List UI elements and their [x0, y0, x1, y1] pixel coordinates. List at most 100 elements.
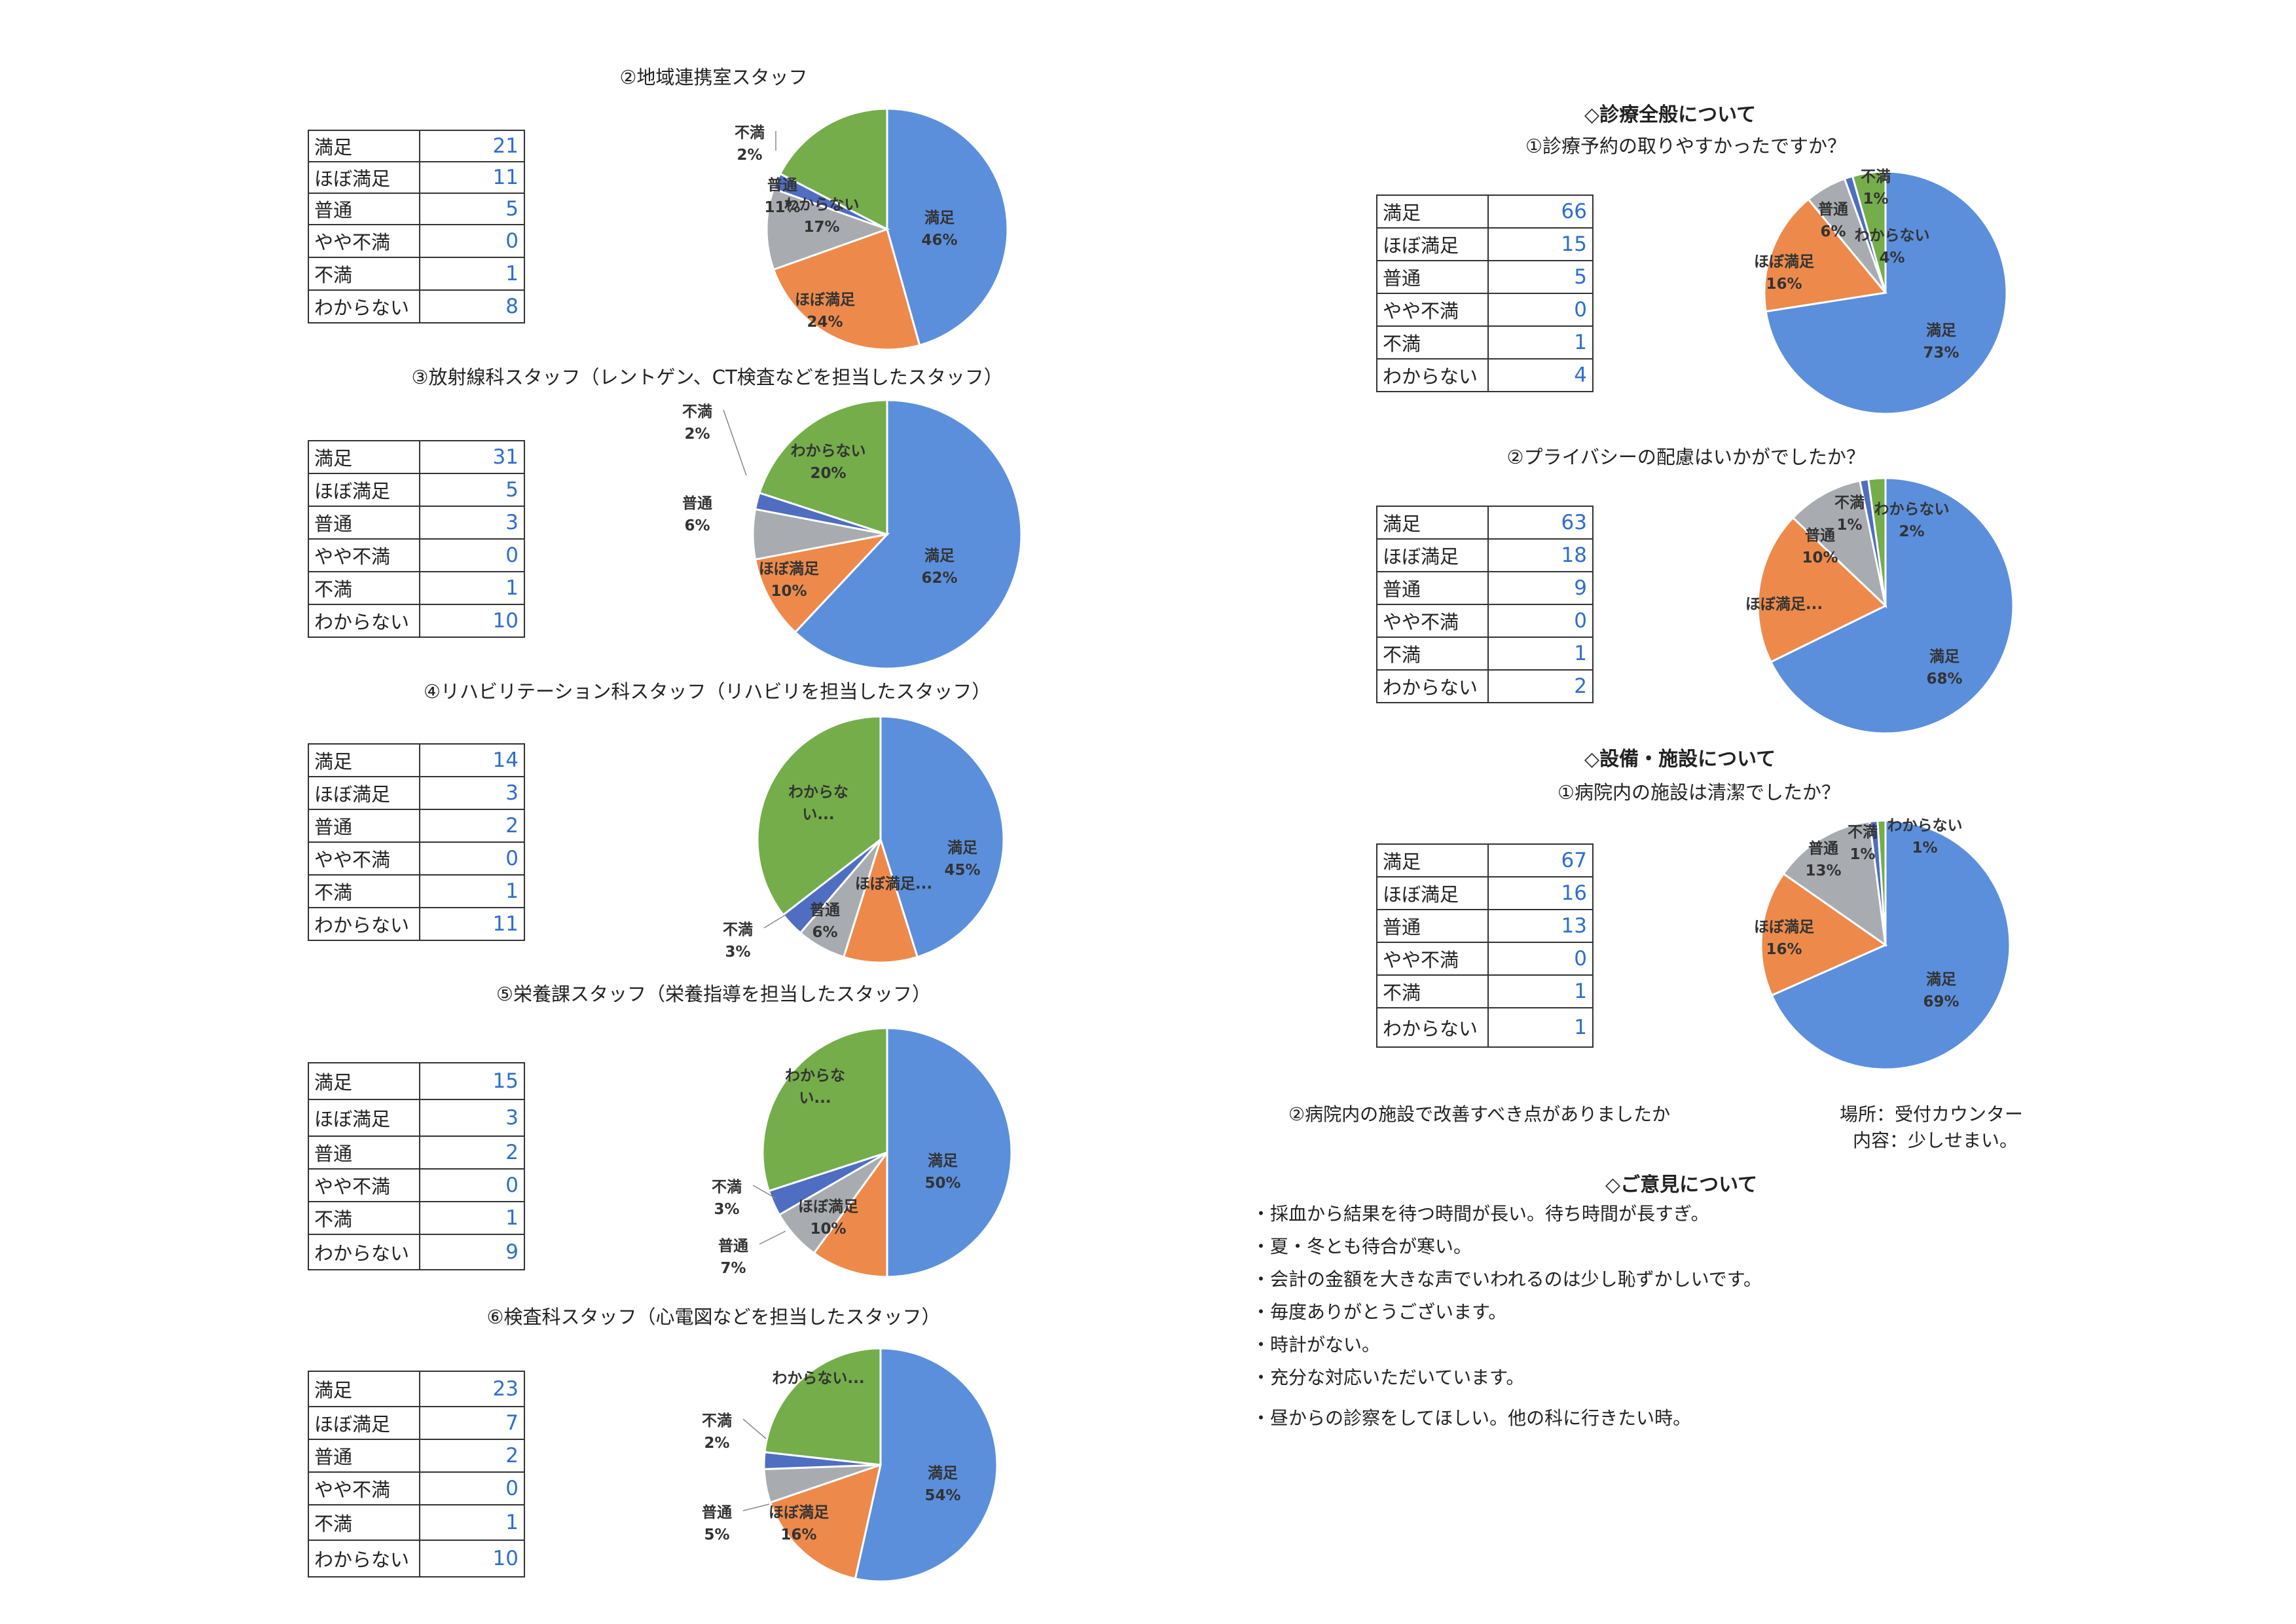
table-row: ほぼ満足 3: [308, 776, 525, 810]
category-cell: 普通: [308, 506, 420, 540]
slice-label-normal: 普通 7%: [718, 1237, 748, 1277]
table-row: ほぼ満足 5: [308, 473, 525, 507]
category-cell: 不満: [308, 571, 420, 605]
count-cell: 21: [419, 130, 525, 162]
table-row: ほぼ満足 18: [1376, 538, 1594, 572]
count-cell: 1: [419, 1201, 525, 1235]
comment-item: ・充分な対応いただいています。: [1252, 1367, 1525, 1388]
pie-slice-satisfied: [886, 1027, 1013, 1278]
slice-label-unsatisfied: 不満 2%: [702, 1412, 732, 1452]
category-cell: わからない: [1376, 1007, 1489, 1048]
count-cell: 2: [419, 809, 525, 843]
count-cell: 2: [1487, 669, 1594, 703]
category-cell: 不満: [1376, 325, 1489, 360]
comment-item: ・夏・冬とも待合が寒い。: [1252, 1236, 1472, 1257]
count-cell: 2: [419, 1439, 525, 1473]
count-cell: 15: [419, 1062, 525, 1100]
count-cell: 5: [419, 193, 525, 225]
table-row: わからない 10: [308, 1540, 525, 1578]
slice-label-satisfied: 満足 73%: [1923, 322, 1959, 361]
leader-line: [742, 1418, 767, 1439]
slice-label-satisfied: 満足 69%: [1923, 971, 1959, 1010]
table-row: やや不満 0: [308, 224, 525, 258]
table-row: やや不満 0: [308, 538, 525, 572]
slice-label-unknown: わからない...: [772, 1370, 864, 1387]
pie-slice-mostly: [842, 836, 919, 964]
category-cell: わからない: [1376, 358, 1489, 392]
count-cell: 1: [1487, 637, 1594, 671]
category-cell: 不満: [1376, 637, 1489, 671]
count-cell: 63: [1487, 506, 1594, 540]
category-cell: 満足: [1376, 843, 1489, 877]
heading-opinion: ◇ご意見について: [1605, 1173, 1758, 1196]
table-row: 満足 31: [308, 440, 525, 474]
pie-slice-mostly: [772, 228, 921, 351]
category-cell: 普通: [308, 193, 420, 225]
category-cell: 満足: [308, 440, 420, 474]
count-cell: 3: [419, 506, 525, 540]
slice-label-unknown: わからない 17%: [784, 196, 860, 236]
category-cell: やや不満: [308, 1471, 420, 1505]
table-row: やや不満 0: [308, 1168, 525, 1202]
leader-line: [759, 1230, 786, 1245]
count-cell: 14: [419, 743, 525, 777]
category-cell: 不満: [308, 1201, 420, 1235]
table-row: ほぼ満足 11: [308, 161, 525, 194]
count-cell: 31: [419, 440, 525, 474]
category-cell: 満足: [1376, 194, 1489, 229]
table-row: やや不満 0: [1376, 942, 1594, 976]
slice-label-satisfied: 満足 45%: [944, 840, 980, 879]
pie-slice-unknown: [756, 715, 882, 917]
category-cell: わからない: [308, 1234, 420, 1270]
response-count-table: 満足 31 ほぼ満足 5 普通 3 やや不満 0 不満 1 わからない 10: [308, 440, 525, 638]
category-cell: ほぼ満足: [1376, 227, 1489, 261]
comment-item: ・会計の金額を大きな声でいわれるのは少し恥ずかしいです。: [1252, 1268, 1762, 1290]
table-row: 普通 2: [308, 809, 525, 843]
count-cell: 0: [1487, 293, 1594, 327]
table-row: 不満 1: [1376, 974, 1594, 1008]
category-cell: 満足: [308, 743, 420, 777]
pie-slice-unknown: [761, 1027, 888, 1192]
count-cell: 15: [1487, 227, 1594, 261]
category-cell: やや不満: [308, 224, 420, 258]
slice-label-normal: 普通 11%: [764, 176, 800, 216]
response-count-table: 満足 67 ほぼ満足 16 普通 13 やや不満 0 不満 1 わからない 1: [1376, 843, 1594, 1048]
category-cell: 普通: [1376, 260, 1489, 294]
count-cell: 16: [1487, 876, 1594, 910]
category-cell: ほぼ満足: [308, 1099, 420, 1137]
response-count-table: 満足 63 ほぼ満足 18 普通 9 やや不満 0 不満 1 わからない 2: [1376, 506, 1594, 703]
pie-slice-unknown: [758, 399, 888, 536]
pie-slice-satisfied: [793, 399, 1023, 670]
count-cell: 0: [419, 1168, 525, 1202]
leader-line: [752, 1185, 776, 1199]
comment-item: ・採血から結果を待つ時間が長い。待ち時間が長すぎ。: [1252, 1203, 1709, 1225]
pie-chart: 満足 45% ほぼ満足... 普通 6% 不満 3% わからない...: [723, 715, 1005, 964]
table-row: わからない 10: [308, 604, 525, 638]
category-cell: やや不満: [1376, 293, 1489, 327]
leader-line: [723, 409, 747, 476]
slice-label-unsatisfied: 不満 1%: [1861, 168, 1891, 208]
pie-slice-unknown: [778, 107, 888, 231]
count-cell: 8: [419, 289, 525, 323]
slice-label-mostly: ほぼ満足 16%: [1754, 919, 1814, 958]
count-cell: 0: [419, 841, 525, 876]
chart-title: ④リハビリテーション科スタッフ（リハビリを担当したスタッフ）: [424, 680, 991, 703]
pie-slice-unknown: [1851, 170, 1887, 293]
slice-label-normal: 普通 10%: [1802, 526, 1838, 566]
comment-item: ・時計がない。: [1252, 1334, 1381, 1356]
slice-label-normal: 普通 6%: [810, 901, 840, 941]
response-count-table: 満足 14 ほぼ満足 3 普通 2 やや不満 0 不満 1 わからない 11: [308, 743, 525, 941]
chart-title: ②地域連携室スタッフ: [619, 66, 808, 88]
table-row: ほぼ満足 3: [308, 1099, 525, 1137]
chart-title: ③放射線科スタッフ（レントゲン、CT検査などを担当したスタッフ）: [411, 366, 1003, 388]
category-cell: 不満: [308, 257, 420, 291]
table-row: 普通 2: [308, 1439, 525, 1473]
table-row: やや不満 0: [308, 1471, 525, 1505]
slice-label-normal: 普通 13%: [1805, 840, 1841, 879]
category-cell: 普通: [308, 1439, 420, 1473]
pie-slice-satisfied: [886, 107, 1009, 347]
comment-item: ・昼からの診察をしてほしい。他の科に行きたい時。: [1252, 1407, 1692, 1429]
count-cell: 0: [419, 538, 525, 572]
slice-label-mostly: ほぼ満足 10%: [759, 561, 819, 600]
